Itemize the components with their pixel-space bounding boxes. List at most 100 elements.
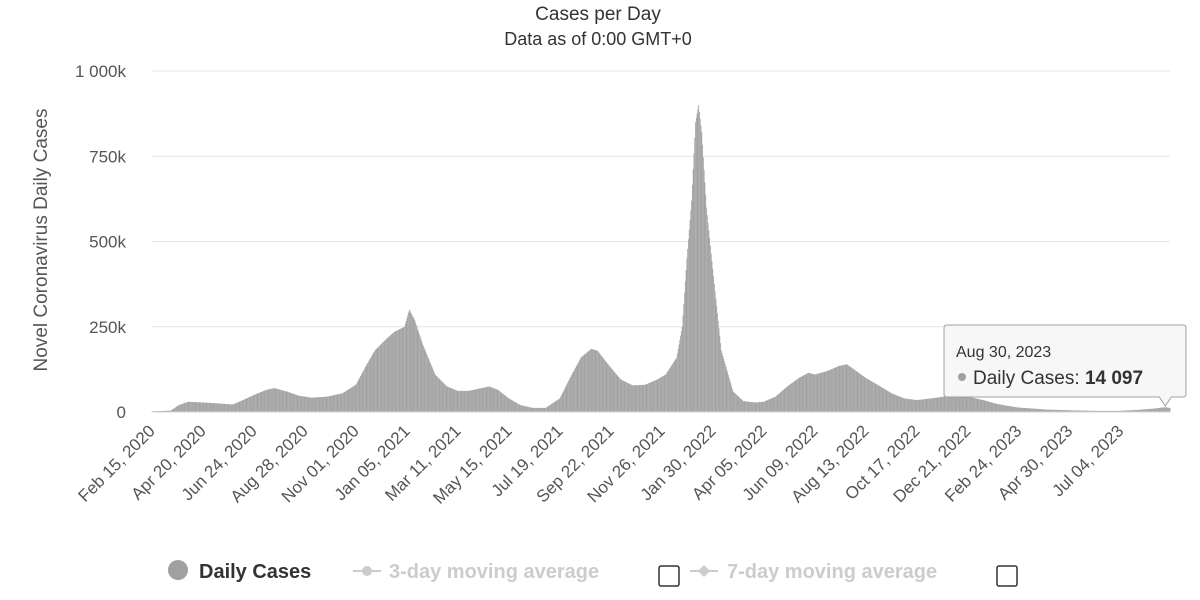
daily-cases-bar[interactable] [633, 385, 635, 412]
daily-cases-bar[interactable] [899, 396, 901, 412]
daily-cases-bar[interactable] [767, 400, 769, 412]
daily-cases-bar[interactable] [979, 399, 980, 412]
daily-cases-bar[interactable] [608, 365, 610, 412]
daily-cases-bar[interactable] [1027, 408, 1029, 412]
daily-cases-bar[interactable] [296, 395, 298, 412]
daily-cases-bar[interactable] [1040, 409, 1042, 412]
daily-cases-bar[interactable] [719, 335, 721, 412]
daily-cases-bar[interactable] [869, 380, 871, 412]
daily-cases-bar[interactable] [1110, 410, 1111, 412]
daily-cases-bar[interactable] [875, 383, 877, 412]
daily-cases-bar[interactable] [642, 384, 644, 412]
daily-cases-bar[interactable] [638, 385, 640, 412]
daily-cases-bar[interactable] [974, 398, 976, 412]
daily-cases-bar[interactable] [645, 384, 647, 412]
daily-cases-bar[interactable] [434, 374, 436, 412]
daily-cases-bar[interactable] [251, 396, 253, 412]
daily-cases-bar[interactable] [403, 327, 405, 412]
daily-cases-bar[interactable] [717, 313, 718, 412]
daily-cases-bar[interactable] [466, 390, 467, 412]
daily-cases-bar[interactable] [284, 391, 286, 412]
daily-cases-bar[interactable] [1026, 408, 1027, 412]
daily-cases-bar[interactable] [967, 396, 969, 412]
daily-cases-bar[interactable] [190, 401, 192, 412]
daily-cases-bar[interactable] [1005, 405, 1007, 412]
daily-cases-bar[interactable] [705, 194, 707, 412]
daily-cases-bar[interactable] [481, 387, 483, 412]
daily-cases-bar[interactable] [804, 374, 805, 412]
daily-cases-bar[interactable] [299, 395, 300, 412]
daily-cases-bar[interactable] [971, 397, 972, 412]
daily-cases-bar[interactable] [928, 398, 930, 412]
daily-cases-bar[interactable] [906, 398, 907, 412]
daily-cases-bar[interactable] [326, 396, 328, 412]
daily-cases-bar[interactable] [744, 401, 746, 412]
daily-cases-bar[interactable] [299, 395, 301, 412]
daily-cases-bar[interactable] [361, 374, 362, 412]
daily-cases-bar[interactable] [396, 330, 398, 412]
daily-cases-bar[interactable] [673, 361, 675, 412]
daily-cases-bar[interactable] [421, 341, 423, 412]
daily-cases-bar[interactable] [756, 402, 758, 412]
daily-cases-bar[interactable] [956, 395, 958, 412]
daily-cases-bar[interactable] [904, 398, 906, 412]
daily-cases-bar[interactable] [524, 406, 526, 412]
daily-cases-bar[interactable] [557, 399, 558, 412]
daily-cases-bar[interactable] [203, 402, 205, 413]
daily-cases-bar[interactable] [583, 354, 585, 412]
daily-cases-bar[interactable] [402, 327, 404, 412]
daily-cases-bar[interactable] [535, 407, 537, 412]
daily-cases-bar[interactable] [263, 390, 265, 412]
daily-cases-bar[interactable] [911, 399, 913, 412]
daily-cases-bar[interactable] [627, 383, 629, 412]
daily-cases-bar[interactable] [644, 384, 646, 412]
daily-cases-bar[interactable] [517, 403, 518, 412]
daily-cases-bar[interactable] [919, 399, 921, 412]
daily-cases-bar[interactable] [460, 390, 462, 412]
daily-cases-bar[interactable] [1015, 407, 1017, 412]
daily-cases-bar[interactable] [240, 401, 242, 412]
daily-cases-bar[interactable] [574, 369, 576, 412]
daily-cases-bar[interactable] [655, 379, 657, 412]
daily-cases-bar[interactable] [966, 396, 968, 412]
daily-cases-bar[interactable] [625, 381, 627, 412]
daily-cases-bar[interactable] [279, 389, 281, 412]
daily-cases-bar[interactable] [514, 402, 516, 412]
daily-cases-bar[interactable] [605, 361, 607, 412]
daily-cases-bar[interactable] [307, 397, 309, 412]
daily-cases-bar[interactable] [1067, 410, 1069, 412]
daily-cases-bar[interactable] [1055, 409, 1056, 412]
daily-cases-bar[interactable] [841, 365, 843, 412]
daily-cases-bar[interactable] [1167, 407, 1169, 412]
daily-cases-bar[interactable] [803, 375, 805, 412]
daily-cases-bar[interactable] [1120, 410, 1121, 412]
daily-cases-bar[interactable] [813, 374, 815, 412]
daily-cases-bar[interactable] [687, 248, 689, 412]
daily-cases-bar[interactable] [644, 384, 645, 412]
daily-cases-bar[interactable] [1035, 408, 1037, 412]
daily-cases-bar[interactable] [840, 365, 842, 412]
daily-cases-bar[interactable] [395, 331, 397, 412]
daily-cases-bar[interactable] [573, 370, 575, 412]
daily-cases-bar[interactable] [577, 363, 579, 412]
daily-cases-bar[interactable] [604, 359, 605, 412]
daily-cases-bar[interactable] [621, 379, 623, 412]
daily-cases-bar[interactable] [716, 305, 718, 412]
daily-cases-bar[interactable] [733, 392, 735, 412]
daily-cases-bar[interactable] [286, 391, 288, 412]
daily-cases-bar[interactable] [1004, 405, 1005, 412]
daily-cases-bar[interactable] [666, 372, 668, 412]
daily-cases-bar[interactable] [724, 364, 726, 412]
daily-cases-bar[interactable] [906, 398, 908, 412]
daily-cases-bar[interactable] [537, 407, 539, 412]
daily-cases-bar[interactable] [317, 397, 318, 412]
daily-cases-bar[interactable] [1059, 410, 1061, 412]
daily-cases-bar[interactable] [760, 402, 762, 412]
daily-cases-bar[interactable] [328, 396, 329, 412]
daily-cases-bar[interactable] [1140, 409, 1142, 412]
daily-cases-bar[interactable] [1012, 406, 1014, 412]
daily-cases-bar[interactable] [348, 389, 350, 412]
daily-cases-bar[interactable] [770, 398, 772, 412]
daily-cases-bar[interactable] [340, 393, 342, 412]
daily-cases-bar[interactable] [979, 399, 981, 412]
